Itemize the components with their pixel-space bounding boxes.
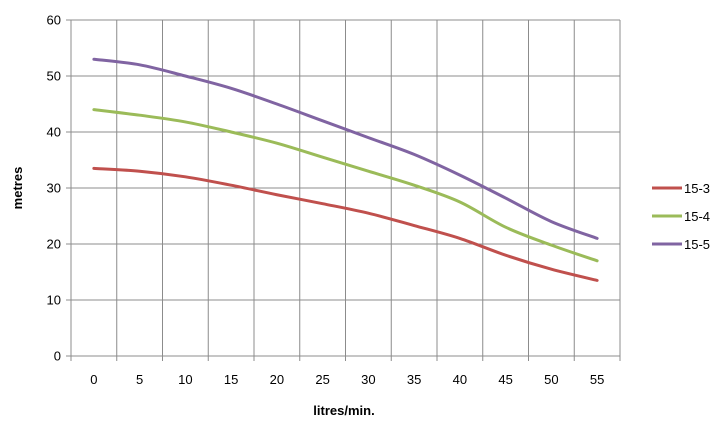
legend-label-15-5: 15-5 (684, 237, 710, 252)
series-line-15-3 (92, 166, 599, 282)
x-tick-label: 5 (136, 372, 143, 387)
x-axis-ticks: 0 5 10 15 20 25 30 35 40 45 50 55 (90, 372, 604, 387)
x-tick-label: 25 (315, 372, 329, 387)
x-tick-label: 35 (407, 372, 421, 387)
y-tick-label: 0 (54, 349, 61, 364)
plot-grid (71, 19, 621, 356)
legend-label-15-3: 15-3 (684, 181, 710, 196)
plot-axes (66, 19, 621, 361)
x-axis-title: litres/min. (313, 403, 374, 418)
x-tick-label: 30 (361, 372, 375, 387)
x-tick-label: 10 (178, 372, 192, 387)
x-tick-label: 45 (498, 372, 512, 387)
x-tick-label: 20 (270, 372, 284, 387)
x-tick-label: 55 (590, 372, 604, 387)
legend-label-15-4: 15-4 (684, 209, 710, 224)
x-tick-label: 40 (453, 372, 467, 387)
legend: 15-3 15-4 15-5 (652, 181, 710, 252)
y-tick-label: 40 (47, 125, 61, 140)
series-line-15-4 (92, 108, 599, 263)
y-tick-label: 20 (47, 237, 61, 252)
y-tick-label: 50 (47, 69, 61, 84)
y-tick-label: 60 (47, 13, 61, 28)
y-tick-label: 30 (47, 181, 61, 196)
y-axis-ticks: 0 10 20 30 40 50 60 (47, 13, 61, 364)
x-tick-label: 0 (90, 372, 97, 387)
x-tick-label: 50 (544, 372, 558, 387)
series-line-15-5 (92, 57, 599, 240)
x-tick-label: 15 (224, 372, 238, 387)
series-lines (92, 57, 599, 282)
y-axis-title: metres (10, 167, 25, 210)
y-tick-label: 10 (47, 293, 61, 308)
